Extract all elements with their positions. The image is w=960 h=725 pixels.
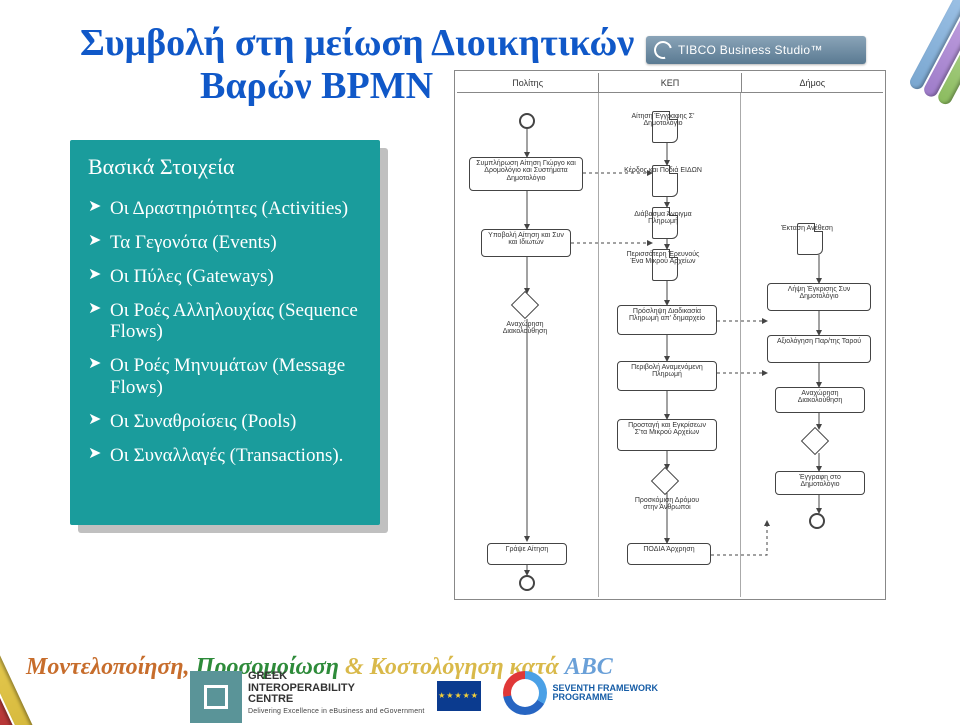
card-heading: Βασικά Στοιχεία <box>88 154 366 180</box>
logo-gic: GREEK INTEROPERABILITY CENTRE Delivering… <box>190 671 425 723</box>
card-item: Οι Ροές Μηνυμάτων (Message Flows) <box>88 355 366 399</box>
slide: { "title": { "line1": "Συμβολή στη μείωσ… <box>0 0 960 725</box>
tibco-label: TIBCO Business Studio™ <box>678 43 823 57</box>
tibco-badge: TIBCO Business Studio™ <box>646 36 866 64</box>
gic-name: GREEK INTEROPERABILITY CENTRE <box>248 671 425 706</box>
decor-crayons-top-right <box>903 0 960 111</box>
tibco-swirl-icon <box>651 38 676 63</box>
bullet-card: Βασικά Στοιχεία Οι Δραστηριότητες (Activ… <box>70 140 380 525</box>
tagline-1: Μοντελοποίηση, <box>26 654 190 680</box>
card-item: Οι Ροές Αλληλουχίας (Sequence Flows) <box>88 300 366 344</box>
gic-sub: Delivering Excellence in eBusiness and e… <box>248 708 425 716</box>
fp7-text: SEVENTH FRAMEWORK PROGRAMME <box>553 684 659 703</box>
title-line1: Συμβολή στη μείωση Διοικητικών <box>80 22 640 65</box>
card-item: Τα Γεγονότα (Events) <box>88 232 366 254</box>
logo-fp7: SEVENTH FRAMEWORK PROGRAMME <box>503 671 659 715</box>
card-item: Οι Πύλες (Gateways) <box>88 266 366 288</box>
decor-crayons-bottom-left <box>0 581 41 725</box>
card-list: Οι Δραστηριότητες (Activities) Τα Γεγονό… <box>88 198 366 467</box>
footer-logos: GREEK INTEROPERABILITY CENTRE Delivering… <box>190 671 658 723</box>
card-item: Οι Δραστηριότητες (Activities) <box>88 198 366 220</box>
fp7-swirl-icon <box>503 671 547 715</box>
card-item: Οι Συναθροίσεις (Pools) <box>88 411 366 433</box>
eu-flag-icon <box>437 681 481 711</box>
bpmn-diagram: Πολίτης ΚΕΠ Δήμος Συμπλήρωση Αίτηση Γιώρ… <box>454 70 886 600</box>
card-item: Οι Συναλλαγές (Transactions). <box>88 445 366 467</box>
bpmn-flows <box>457 73 883 597</box>
